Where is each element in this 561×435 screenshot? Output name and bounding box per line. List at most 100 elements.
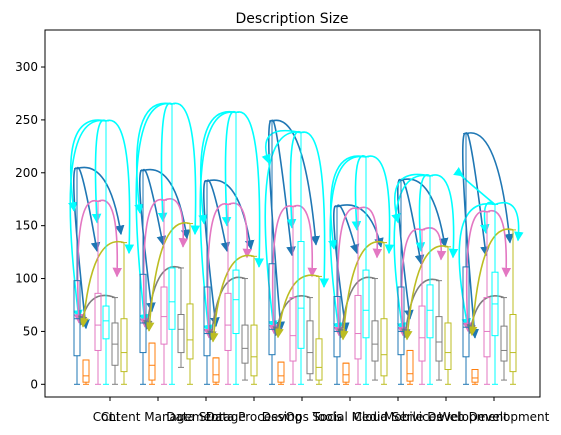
box-body [371,320,379,362]
annotation-arrow [328,155,367,250]
x-tick-label: Social Media [312,410,387,424]
box [435,280,443,381]
box-body [500,325,508,362]
box-body [354,294,362,360]
annotation-arrow [135,102,173,324]
box-body [232,269,240,335]
annotation-arrow [336,204,384,248]
annotation-arrow [429,174,459,259]
x-tick-label: Cloud Services [354,410,443,424]
box-body [462,266,470,358]
x-tick-label: CLI [101,410,120,424]
box-body [139,273,147,354]
annotation-arrow [134,102,173,214]
box [268,120,276,385]
box-body [73,280,81,357]
box-body [380,318,388,377]
box-body [306,320,314,375]
annotation-arrow [461,132,480,339]
box-body [397,286,405,356]
box [342,362,350,385]
y-tick-label: 200 [15,166,38,180]
box-body [471,369,479,383]
box [289,206,297,385]
annotation-arrow [421,227,447,261]
annotation-arrow [142,168,167,246]
box-body [315,338,323,381]
annotation-arrow [486,209,512,278]
annotation-arrow [337,276,376,339]
box [483,211,491,385]
box-body [82,359,90,383]
annotation-arrow [69,119,107,320]
box-body [426,284,434,339]
box-body [186,303,194,360]
box-body [268,263,276,356]
annotation-arrow [227,202,253,259]
annotation-arrow [199,111,237,335]
y-tick-label: 300 [15,60,38,74]
box-body [120,318,128,373]
box-body [241,324,249,364]
y-tick-label: 0 [30,377,38,391]
box-body [297,241,305,349]
annotation-arrow [261,129,302,165]
annotation-arrow [268,205,294,335]
annotation-arrow [391,173,431,224]
box-body [444,322,452,371]
box [406,349,414,385]
y-tick-label: 250 [15,113,38,127]
box-body [509,314,517,373]
annotation-arrow [143,265,182,330]
box [444,246,452,385]
box [186,223,194,385]
annotation-arrow [76,166,125,236]
y-tick-label: 100 [15,272,38,286]
box [462,133,470,385]
box [380,242,388,385]
box-body [94,292,102,351]
x-tick-label: DevOps Tools [262,410,342,424]
box-body [406,349,414,382]
annotation-arrow [163,198,189,248]
annotation-arrow [401,278,440,339]
annotation-arrow [221,110,237,227]
annotation-arrow [73,199,99,324]
box [120,242,128,385]
box [426,175,434,385]
annotation-arrow [292,204,318,278]
annotation-arrow [206,179,255,250]
box-body [168,267,176,330]
box-body [148,342,156,381]
annotation-arrow [400,178,449,248]
annotation-arrow [198,110,237,225]
annotation-arrow [76,166,101,252]
y-tick-label: 150 [15,219,38,233]
box [277,361,285,385]
annotation-arrow [105,119,135,255]
x-tick-label: Data Storage [166,410,245,424]
annotation-arrows [68,102,524,343]
annotation-arrow [157,102,173,223]
box [203,180,211,385]
annotation-arrow [357,206,383,259]
box [224,204,232,385]
x-tick-label: Web Development [439,410,550,424]
box-body [333,296,341,358]
annotation-arrow [206,179,231,252]
annotation-arrow [139,198,165,328]
box-body [160,286,168,345]
box [371,278,379,381]
annotation-arrow [171,102,201,236]
box [82,359,90,385]
x-tick-label: Content Management [93,410,224,424]
box-body [289,297,297,362]
box [73,168,81,385]
annotation-arrow [465,132,514,244]
box-body [483,297,491,358]
box [160,199,168,385]
box [111,297,119,385]
box-body [250,324,258,377]
annotation-arrow [272,295,311,337]
